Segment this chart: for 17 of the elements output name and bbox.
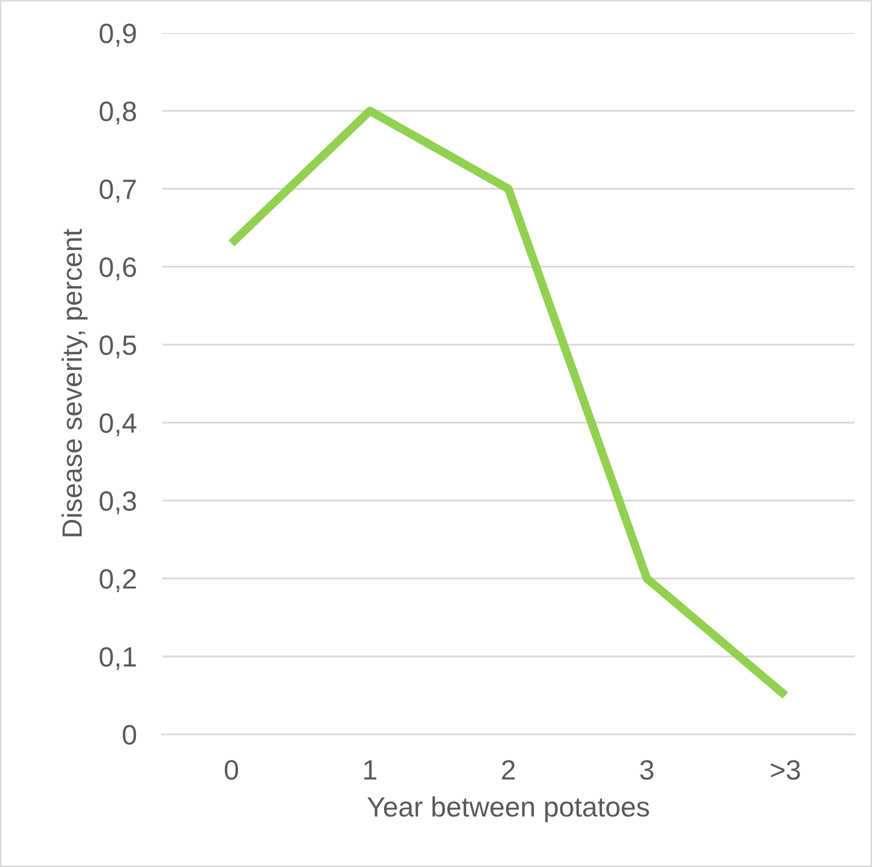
y-tick-label: 0,7 — [100, 179, 136, 202]
y-tick-label: 0,1 — [100, 647, 136, 670]
y-tick-label: 0,8 — [100, 102, 136, 124]
x-tick-label: 3 — [640, 760, 654, 780]
x-tick-label: >3 — [770, 760, 800, 780]
x-axis-title: Year between potatoes — [367, 796, 649, 822]
y-tick-label: 0,2 — [100, 569, 136, 592]
y-tick-label: 0,5 — [100, 335, 136, 358]
y-axis-title: Disease severity, percent — [62, 228, 88, 536]
x-tick-label: 1 — [364, 760, 376, 780]
y-tick-label: 0,4 — [100, 413, 136, 436]
y-tick-label: 0,6 — [100, 257, 136, 280]
x-tick-label: 0 — [224, 760, 238, 780]
y-tick-label: 0 — [122, 725, 136, 745]
x-tick-label: 2 — [502, 760, 515, 780]
y-tick-label: 0,9 — [100, 24, 136, 47]
y-tick-label: 0,3 — [100, 491, 136, 514]
